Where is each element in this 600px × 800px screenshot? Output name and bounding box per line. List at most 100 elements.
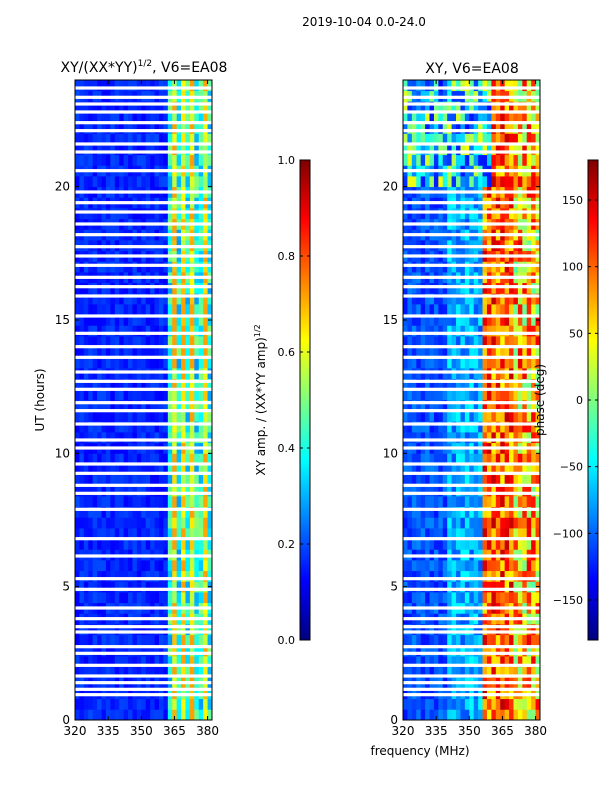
heatmap-cell [411,112,417,124]
heatmap-cell [141,176,147,188]
heatmap-cell [97,133,102,145]
heatmap-cell [207,80,213,92]
heatmap-cell [469,709,475,721]
heatmap-cell [469,560,475,572]
heatmap-cell [500,485,506,497]
heatmap-cell [411,389,417,401]
heatmap-cell [114,122,120,134]
heatmap-cell [504,176,510,188]
heatmap-cell [416,528,422,540]
heatmap-cell [526,453,532,465]
heatmap-cell [119,666,125,678]
heatmap-cell [83,346,89,358]
heatmap-cell [469,656,475,668]
heatmap-cell [513,325,519,337]
heatmap-cell [491,506,497,518]
heatmap-cell [500,314,506,326]
heatmap-cell [425,80,430,92]
heatmap-cell [464,464,470,476]
heatmap-cell [110,709,116,721]
heatmap-cell [141,410,147,422]
heatmap-cell [207,538,213,550]
heatmap-cell [114,698,120,710]
heatmap-cell [110,517,116,529]
heatmap-cell [110,656,116,668]
heatmap-cell [403,485,408,497]
heatmap-cell [509,112,514,124]
heatmap-cell [181,485,186,497]
heatmap-cell [110,464,116,476]
heatmap-cell [531,410,536,422]
heatmap-cell [420,176,426,188]
heatmap-cell [433,709,439,721]
heatmap-cell [88,293,94,305]
heatmap-cell [203,80,208,92]
heatmap-cell [172,378,178,390]
heatmap-cell [420,464,426,476]
heatmap-cell [451,624,457,636]
heatmap-cell [203,101,208,113]
heatmap-cell [123,485,129,497]
heatmap-cell [92,80,98,92]
heatmap-cell [123,634,129,646]
heatmap-cell [189,656,195,668]
heatmap-cell [456,474,461,486]
heatmap-cell [442,432,448,444]
heatmap-cell [522,485,528,497]
heatmap-cell [509,634,514,646]
heatmap-cell [478,389,483,401]
heatmap-cell [500,496,506,508]
heatmap-cell [526,325,532,337]
heatmap-cell [420,634,426,646]
heatmap-cell [79,624,85,636]
heatmap-cell [128,101,133,113]
heatmap-cell [198,581,204,593]
heatmap-cell [517,112,523,124]
heatmap-cell [416,112,422,124]
flagged-row [75,142,212,146]
heatmap-cell [128,357,133,369]
heatmap-cell [500,346,506,358]
heatmap-cell [167,133,173,145]
heatmap-cell [123,410,129,422]
heatmap-cell [411,101,417,113]
x-tick-label: 380 [524,724,547,738]
heatmap-cell [429,378,435,390]
heatmap-cell [119,304,125,316]
heatmap-cell [145,101,151,113]
heatmap-cell [154,357,160,369]
heatmap-cell [154,656,160,668]
heatmap-cell [464,485,470,497]
heatmap-cell [403,709,408,721]
heatmap-cell [425,517,430,529]
heatmap-cell [509,666,514,678]
heatmap-cell [123,144,129,156]
heatmap-cell [416,506,422,518]
heatmap-cell [522,624,528,636]
heatmap-cell [145,485,151,497]
heatmap-cell [469,517,475,529]
heatmap-cell [495,400,501,412]
heatmap-cell [207,154,213,166]
heatmap-cell [495,666,501,678]
heatmap-cell [526,410,532,422]
heatmap-cell [433,560,439,572]
heatmap-cell [194,496,200,508]
heatmap-cell [154,464,160,476]
heatmap-cell [176,506,182,518]
heatmap-cell [407,592,413,604]
heatmap-cell [185,656,191,668]
heatmap-cell [500,517,506,529]
heatmap-cell [429,101,435,113]
heatmap-cell [119,570,125,582]
heatmap-cell [128,325,133,337]
heatmap-cell [411,709,417,721]
heatmap-cell [504,432,510,444]
heatmap-cell [167,101,173,113]
heatmap-cell [509,410,514,422]
heatmap-cell [491,293,497,305]
heatmap-cell [114,666,120,678]
heatmap-cell [447,506,453,518]
heatmap-cell [473,645,479,657]
heatmap-cell [83,410,89,422]
